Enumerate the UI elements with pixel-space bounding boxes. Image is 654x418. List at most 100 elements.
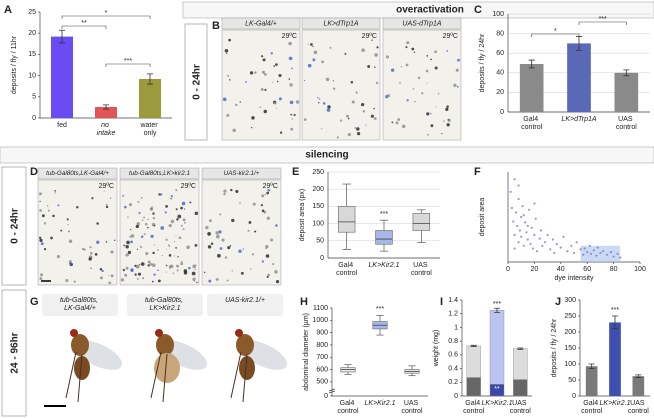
deposit-spot [275, 63, 278, 66]
deposit-spot [221, 238, 225, 242]
deposit-spot [164, 211, 167, 214]
x-tick-label: UAS control [411, 262, 432, 277]
image-caption: LK>dTrp1A [323, 20, 358, 27]
deposit-spot [143, 233, 146, 235]
deposit-spot [344, 52, 347, 55]
deposit-spot [260, 88, 264, 91]
x-tick-label: Gal4 control [521, 116, 542, 131]
error-bar [103, 104, 109, 110]
point [535, 250, 539, 253]
deposit-spot [385, 55, 390, 59]
bar-segment [466, 345, 481, 378]
deposit-spot [373, 107, 375, 110]
point [599, 251, 602, 255]
deposit-spot [136, 222, 140, 226]
deposit-spot [94, 252, 98, 256]
y-axis-label: weight (mg) [433, 330, 440, 368]
deposit-spot [39, 209, 42, 212]
deposit-spot [417, 76, 421, 80]
deposit-spot [219, 213, 222, 216]
deposit-spot [347, 133, 351, 137]
deposit-spot [181, 260, 183, 263]
deposit-spot [145, 251, 149, 256]
deposit-spot [43, 222, 47, 225]
significance-label: * [554, 28, 557, 35]
deposit-spot [114, 239, 116, 242]
deposit-spot [194, 264, 197, 267]
deposit-spot [176, 264, 180, 268]
point [583, 247, 586, 250]
deposit-spot [427, 133, 429, 136]
deposit-spot [147, 264, 150, 267]
error-bar [147, 73, 153, 85]
deposit-spot [68, 260, 72, 264]
x-tick-label: 20 [531, 266, 539, 273]
deposit-spot [177, 256, 179, 258]
point [517, 241, 520, 244]
caption-box [201, 167, 282, 180]
point [513, 178, 516, 181]
deposit-spot [222, 97, 227, 102]
point [522, 214, 525, 217]
point [510, 206, 514, 210]
deposit-spot [152, 217, 156, 220]
x-tick-label: LK>Kir2.1 [482, 400, 513, 407]
deposit-spot [400, 65, 403, 68]
bar [139, 78, 161, 118]
deposit-spot [175, 247, 177, 249]
deposit-spot [310, 43, 313, 46]
deposit-spot [267, 273, 270, 277]
deposit-spot [120, 278, 125, 282]
deposit-spot [425, 69, 429, 73]
deposit-spot [445, 107, 449, 111]
deposit-spot [226, 279, 229, 282]
point [566, 250, 569, 253]
x-tick-label: 100 [634, 266, 646, 273]
deposit-spot [39, 277, 43, 281]
deposit-spot [127, 250, 132, 255]
deposit-spot [231, 218, 235, 223]
deposit-spot [130, 269, 134, 273]
deposit-spot [397, 118, 401, 122]
y-tick-label: 1100 [313, 305, 328, 312]
error-bar [635, 374, 642, 378]
x-tick-label: no intake [97, 122, 116, 137]
image-caption: UAS-kir2.1/+ [225, 297, 265, 304]
section-title: silencing [305, 150, 348, 161]
caption-box [119, 167, 200, 180]
panel-letter: C [474, 4, 482, 16]
deposit-spot [430, 124, 434, 128]
y-tick-label: 150 [312, 203, 324, 210]
deposit-spot [288, 78, 291, 80]
deposit-spot [336, 136, 339, 139]
x-tick-label: Gal4 control [337, 400, 358, 415]
temperature: 29ºC [263, 183, 278, 190]
point [512, 220, 515, 223]
point [513, 233, 516, 237]
y-tick-label: 25 [28, 9, 36, 16]
deposit-spot [365, 124, 367, 126]
y-axis-label: deposits / fly / 24hr [551, 318, 558, 377]
deposit-spot [405, 46, 408, 49]
caption-box [301, 17, 381, 30]
deposit-spot [140, 262, 145, 266]
significance-label: *** [380, 211, 388, 218]
bar-segment [466, 377, 481, 397]
photo [221, 29, 301, 141]
deposit-spot [136, 248, 139, 250]
y-tick-label: 0 [320, 255, 324, 262]
deposit-spot [261, 70, 265, 74]
deposit-spot [312, 45, 314, 48]
deposit-spot [165, 205, 168, 208]
deposit-spot [356, 127, 360, 131]
deposit-spot [153, 273, 156, 276]
deposit-spot [166, 248, 168, 250]
deposit-spot [76, 205, 79, 209]
deposit-spot [169, 267, 171, 270]
deposit-spot [152, 212, 155, 215]
significance-bracket [578, 21, 627, 25]
x-tick-label: Gal4 control [336, 262, 357, 277]
significance-bracket [531, 33, 580, 37]
deposit-spot [124, 273, 128, 277]
deposit-spot [374, 66, 376, 68]
